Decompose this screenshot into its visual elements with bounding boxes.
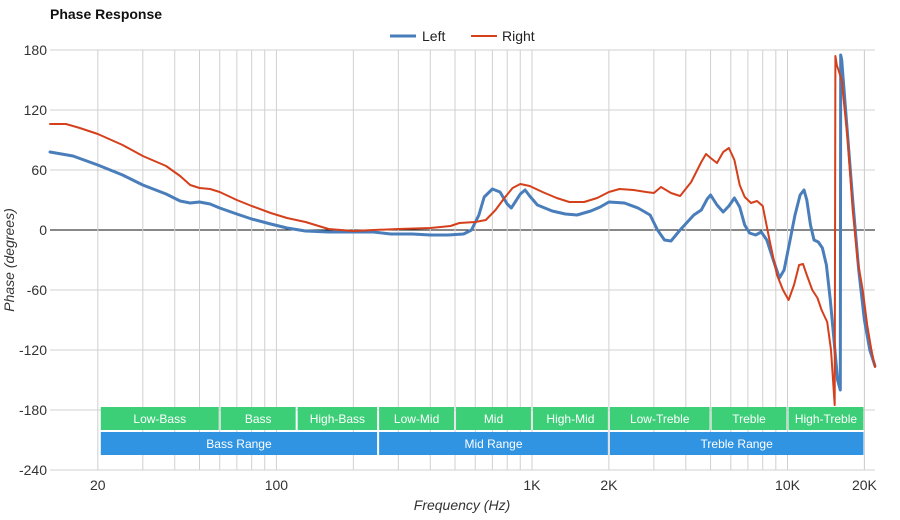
band-label-mid-range: Mid Range: [464, 437, 522, 451]
band-high-treble: [788, 407, 864, 430]
chart-title: Phase Response: [50, 6, 162, 22]
x-axis: 20 100 1K 2K 10K 20K: [90, 477, 878, 493]
frequency-bands: Low-Bass Bass High-Bass Low-Mid Mid High-Mid L…: [100, 407, 864, 455]
band-label-high-mid: High-Mid: [546, 412, 594, 426]
band-low-bass: [100, 407, 219, 430]
band-label-bass-range: Bass Range: [206, 437, 272, 451]
x-tick-label: 20: [90, 477, 106, 493]
band-mid-range: [379, 432, 608, 455]
band-label-bass: Bass: [245, 412, 272, 426]
band-low-treble: [609, 407, 710, 430]
band-high-bass: [297, 407, 378, 430]
band-label-low-bass: Low-Bass: [133, 412, 186, 426]
y-tick-label: 60: [31, 162, 47, 178]
band-high-mid: [532, 407, 608, 430]
y-tick-label: -180: [19, 402, 47, 418]
x-tick-label: 2K: [600, 477, 618, 493]
band-treble: [711, 407, 787, 430]
y-axis: 180 120 60 0 -60 -120 -180 -240: [19, 42, 47, 478]
band-label-high-bass: High-Bass: [310, 412, 365, 426]
y-tick-label: -240: [19, 462, 47, 478]
grid: [50, 49, 875, 471]
legend-label-left: Left: [422, 28, 445, 44]
x-tick-label: 100: [265, 477, 289, 493]
band-treble-range: [609, 432, 864, 455]
x-axis-title: Frequency (Hz): [414, 497, 510, 513]
x-tick-label: 20K: [852, 477, 878, 493]
band-label-treble: Treble: [732, 412, 766, 426]
band-label-high-treble: High-Treble: [795, 412, 858, 426]
legend-label-right: Right: [502, 28, 535, 44]
band-label-treble-range: Treble Range: [701, 437, 774, 451]
band-low-mid: [379, 407, 455, 430]
band-bass: [220, 407, 296, 430]
y-tick-label: -120: [19, 342, 47, 358]
x-tick-label: 1K: [523, 477, 541, 493]
band-label-mid: Mid: [484, 412, 503, 426]
band-label-low-mid: Low-Mid: [394, 412, 439, 426]
series-line-left: [48, 53, 877, 392]
x-tick-label: 10K: [775, 477, 801, 493]
y-tick-label: 180: [24, 42, 48, 58]
y-axis-title: Phase (degrees): [1, 208, 17, 312]
legend: Left Right: [390, 28, 535, 44]
y-tick-label: -60: [27, 282, 47, 298]
plot-area: [48, 53, 877, 406]
band-mid: [456, 407, 531, 430]
band-label-low-treble: Low-Treble: [630, 412, 690, 426]
band-bass-range: [100, 432, 378, 455]
series-line-right: [49, 55, 876, 406]
y-tick-label: 0: [39, 222, 47, 238]
y-tick-label: 120: [24, 102, 48, 118]
